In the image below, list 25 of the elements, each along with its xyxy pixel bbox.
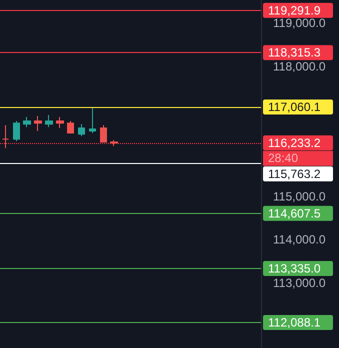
ref-line-label: 115,763.2 bbox=[268, 166, 321, 181]
ref-line-label: 117,060.1 bbox=[268, 100, 321, 114]
y-tick-label: 115,000.0 bbox=[273, 189, 326, 204]
y-tick-label: 114,000.0 bbox=[273, 232, 326, 247]
candlestick bbox=[2, 124, 9, 149]
candlestick bbox=[100, 124, 107, 143]
ref-line-label: 119,291.9 bbox=[268, 3, 321, 18]
ref-line-label: 116,233.2 bbox=[268, 136, 321, 150]
text: 28:40 bbox=[268, 150, 298, 165]
ref-line-label: 114,607.5 bbox=[268, 206, 321, 220]
candlestick bbox=[89, 106, 96, 134]
ref-line-label: 118,315.3 bbox=[268, 46, 321, 60]
y-tick-label: 118,000.0 bbox=[273, 59, 326, 74]
candlestick bbox=[13, 120, 20, 142]
ref-line-label: 112,088.1 bbox=[268, 316, 321, 330]
candlestick bbox=[67, 120, 74, 134]
candlestick bbox=[23, 116, 31, 128]
candlestick bbox=[56, 116, 64, 129]
ref-line-label: 113,335.0 bbox=[268, 261, 321, 276]
candlestick bbox=[110, 140, 118, 147]
y-tick-label: 119,000.0 bbox=[273, 16, 326, 30]
candlestick bbox=[34, 116, 42, 132]
candlestick bbox=[78, 124, 85, 137]
y-tick-label: 113,000.0 bbox=[273, 276, 326, 290]
candlestick bbox=[45, 114, 53, 128]
